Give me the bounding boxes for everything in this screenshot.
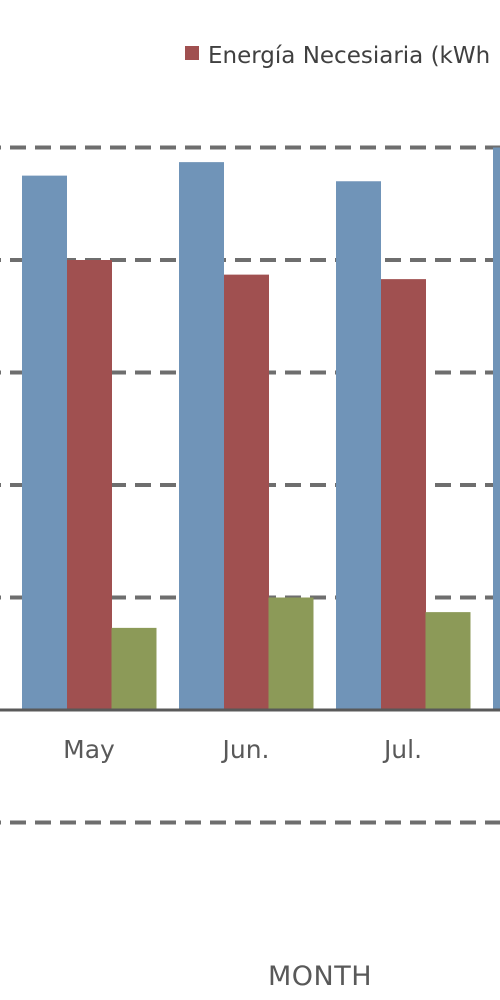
bar bbox=[493, 147, 500, 710]
x-tick-label: May bbox=[63, 735, 115, 764]
bar bbox=[425, 612, 471, 710]
bars bbox=[22, 147, 500, 710]
bar bbox=[336, 181, 381, 710]
bar bbox=[111, 627, 157, 710]
legend: Energía Necesiaria (kWh bbox=[185, 43, 490, 69]
bar bbox=[22, 175, 67, 710]
legend-swatch bbox=[185, 46, 199, 60]
bar bbox=[67, 260, 112, 710]
x-axis-title: MONTH bbox=[268, 961, 372, 992]
bar bbox=[381, 279, 426, 710]
legend-label: Energía Necesiaria (kWh bbox=[208, 43, 490, 69]
bar bbox=[179, 162, 224, 710]
x-tick-label: Jul. bbox=[382, 735, 422, 764]
bar bbox=[224, 274, 269, 710]
x-tick-labels: May Jun. Jul. bbox=[63, 735, 422, 764]
x-tick-label: Jun. bbox=[220, 735, 269, 764]
bar bbox=[268, 597, 314, 710]
